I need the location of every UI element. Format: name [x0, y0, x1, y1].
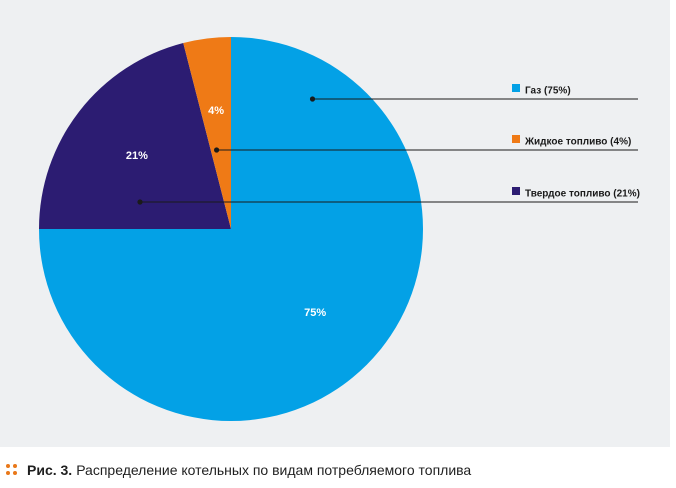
pie-slice-2 [183, 37, 231, 229]
legend-swatch-2 [512, 135, 520, 143]
caption-text: Распределение котельных по видам потребл… [76, 462, 472, 478]
legend-swatch-1 [512, 187, 520, 195]
figure-caption: Рис. 3. Распределение котельных по видам… [6, 462, 471, 478]
legend-swatch-0 [512, 84, 520, 92]
legend-label-2: Жидкое топливо (4%) [524, 137, 631, 148]
data-label-2: 4% [208, 105, 224, 117]
legend-label-1: Твердое топливо (21%) [525, 189, 640, 200]
pie-slice-1 [39, 43, 231, 229]
data-label-1: 21% [126, 150, 148, 162]
caption-prefix: Рис. 3. [27, 462, 73, 478]
caption-dots-icon [6, 464, 18, 476]
pie-chart: 75% 21% 4% Газ (75%) Жидкое топливо (4%) Твер… [39, 37, 640, 421]
data-label-0: 75% [304, 307, 326, 319]
legend-label-0: Газ (75%) [525, 86, 571, 97]
